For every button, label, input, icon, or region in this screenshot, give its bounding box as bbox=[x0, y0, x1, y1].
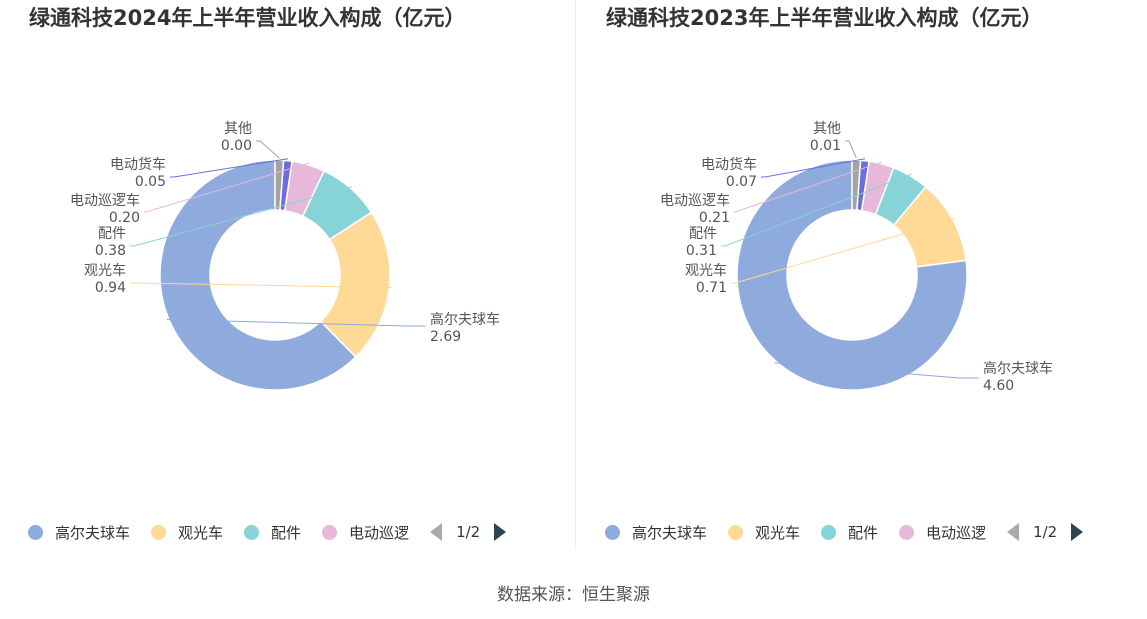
leader-line-golf-cart bbox=[774, 362, 979, 379]
legend-label: 电动巡逻 bbox=[349, 523, 410, 542]
chevron-right-icon[interactable] bbox=[494, 523, 507, 541]
legend-swatch bbox=[728, 524, 744, 540]
slice-value-parts: 0.38 bbox=[95, 243, 126, 259]
slice-value-cargo-car: 0.07 bbox=[726, 174, 757, 190]
slice-label-cargo-car: 电动货车 bbox=[701, 156, 757, 173]
chevron-left-icon[interactable] bbox=[430, 523, 443, 541]
legend-swatch bbox=[605, 524, 620, 540]
chart-title: 绿通科技2023年上半年营业收入构成（亿元） bbox=[606, 6, 1043, 30]
pie-slice-golf-cart[interactable] bbox=[736, 159, 968, 391]
slice-value-patrol-car: 0.21 bbox=[699, 210, 730, 226]
slice-label-cargo-car: 电动货车 bbox=[110, 156, 166, 173]
slice-value-other: 0.01 bbox=[810, 138, 841, 154]
pie-slice-parts[interactable] bbox=[301, 169, 373, 241]
legend-label: 高尔夫球车 bbox=[632, 523, 708, 542]
legend-pager: 1/2 bbox=[1007, 523, 1084, 541]
legend-item[interactable]: 配件 bbox=[821, 522, 878, 543]
leader-line-other bbox=[256, 140, 280, 159]
leader-line-sightseeing-car bbox=[130, 282, 392, 289]
chart-panel-2024: 绿通科技2024年上半年营业收入构成（亿元） 高尔夫球车 2.69 观光车 0.94 配… bbox=[0, 0, 572, 550]
legend-swatch bbox=[244, 524, 260, 540]
slice-label-other: 其他 bbox=[224, 121, 252, 137]
panel-divider bbox=[575, 0, 576, 550]
legend-item[interactable]: 电动巡逻 bbox=[899, 522, 986, 543]
legend-item[interactable]: 观光车 bbox=[151, 522, 223, 543]
legend-swatch bbox=[151, 524, 167, 540]
legend-page-number: 1/2 bbox=[456, 523, 481, 541]
legend-page-number: 1/2 bbox=[1033, 523, 1058, 541]
chevron-right-icon[interactable] bbox=[1071, 523, 1084, 541]
slice-label-other: 其他 bbox=[813, 121, 841, 137]
legend-label: 电动巡逻 bbox=[926, 523, 987, 542]
leader-line-other bbox=[845, 140, 857, 159]
legend-label: 高尔夫球车 bbox=[55, 523, 131, 542]
leader-line-sightseeing-car bbox=[731, 218, 955, 284]
leader-line-patrol-car bbox=[734, 161, 883, 213]
legend-item[interactable]: 配件 bbox=[244, 522, 301, 543]
legend-item[interactable]: 高尔夫球车 bbox=[605, 522, 707, 543]
slice-value-sightseeing-car: 0.71 bbox=[696, 280, 727, 296]
legend-pager: 1/2 bbox=[430, 523, 507, 541]
legend-item[interactable]: 观光车 bbox=[728, 522, 800, 543]
legend-label: 观光车 bbox=[178, 523, 224, 542]
slice-value-sightseeing-car: 0.94 bbox=[95, 280, 126, 296]
legend-label: 配件 bbox=[848, 523, 879, 542]
slice-value-cargo-car: 0.05 bbox=[135, 174, 166, 190]
slice-label-parts: 配件 bbox=[98, 226, 126, 242]
pie-slice-sightseeing-car[interactable] bbox=[319, 211, 391, 358]
slice-value-golf-cart: 2.69 bbox=[430, 329, 461, 345]
chart-panel-2023: 绿通科技2023年上半年营业收入构成（亿元） 高尔夫球车 4.60 观光车 0.71 配… bbox=[577, 0, 1147, 550]
slice-value-golf-cart: 4.60 bbox=[983, 378, 1014, 394]
slice-value-parts: 0.31 bbox=[686, 243, 717, 259]
leader-line-parts bbox=[130, 186, 353, 247]
slice-label-golf-cart: 高尔夫球车 bbox=[983, 360, 1053, 377]
legend-label: 配件 bbox=[271, 523, 302, 542]
slice-label-patrol-car: 电动巡逻车 bbox=[660, 192, 730, 209]
legend-swatch bbox=[322, 524, 338, 540]
slice-label-parts: 配件 bbox=[689, 226, 717, 242]
pie-slice-patrol-car[interactable] bbox=[860, 160, 895, 216]
slice-label-sightseeing-car: 观光车 bbox=[84, 262, 126, 279]
legend: 高尔夫球车 观光车 配件 电动巡逻 1/2 bbox=[605, 519, 1084, 545]
data-source: 数据来源：恒生聚源 bbox=[497, 585, 650, 605]
leader-line-patrol-car bbox=[144, 162, 310, 213]
legend-label: 观光车 bbox=[755, 523, 801, 542]
slice-label-patrol-car: 电动巡逻车 bbox=[70, 192, 140, 209]
leader-line-parts bbox=[721, 173, 912, 247]
pie-slice-other[interactable] bbox=[851, 159, 862, 211]
legend-swatch bbox=[28, 524, 43, 540]
leader-line-cargo-car bbox=[761, 158, 866, 178]
leader-line-golf-cart bbox=[166, 318, 426, 327]
chart-title: 绿通科技2024年上半年营业收入构成（亿元） bbox=[29, 6, 466, 30]
legend-item[interactable]: 电动巡逻 bbox=[322, 522, 409, 543]
slice-label-golf-cart: 高尔夫球车 bbox=[430, 311, 500, 328]
slice-value-patrol-car: 0.20 bbox=[109, 210, 140, 226]
slice-value-other: 0.00 bbox=[221, 138, 252, 154]
chevron-left-icon[interactable] bbox=[1007, 523, 1020, 541]
slice-label-sightseeing-car: 观光车 bbox=[685, 262, 727, 279]
legend-swatch bbox=[821, 524, 837, 540]
leader-line-cargo-car bbox=[170, 158, 289, 178]
legend: 高尔夫球车 观光车 配件 电动巡逻 1/2 bbox=[28, 519, 507, 545]
legend-swatch bbox=[899, 524, 915, 540]
legend-item[interactable]: 高尔夫球车 bbox=[28, 522, 130, 543]
